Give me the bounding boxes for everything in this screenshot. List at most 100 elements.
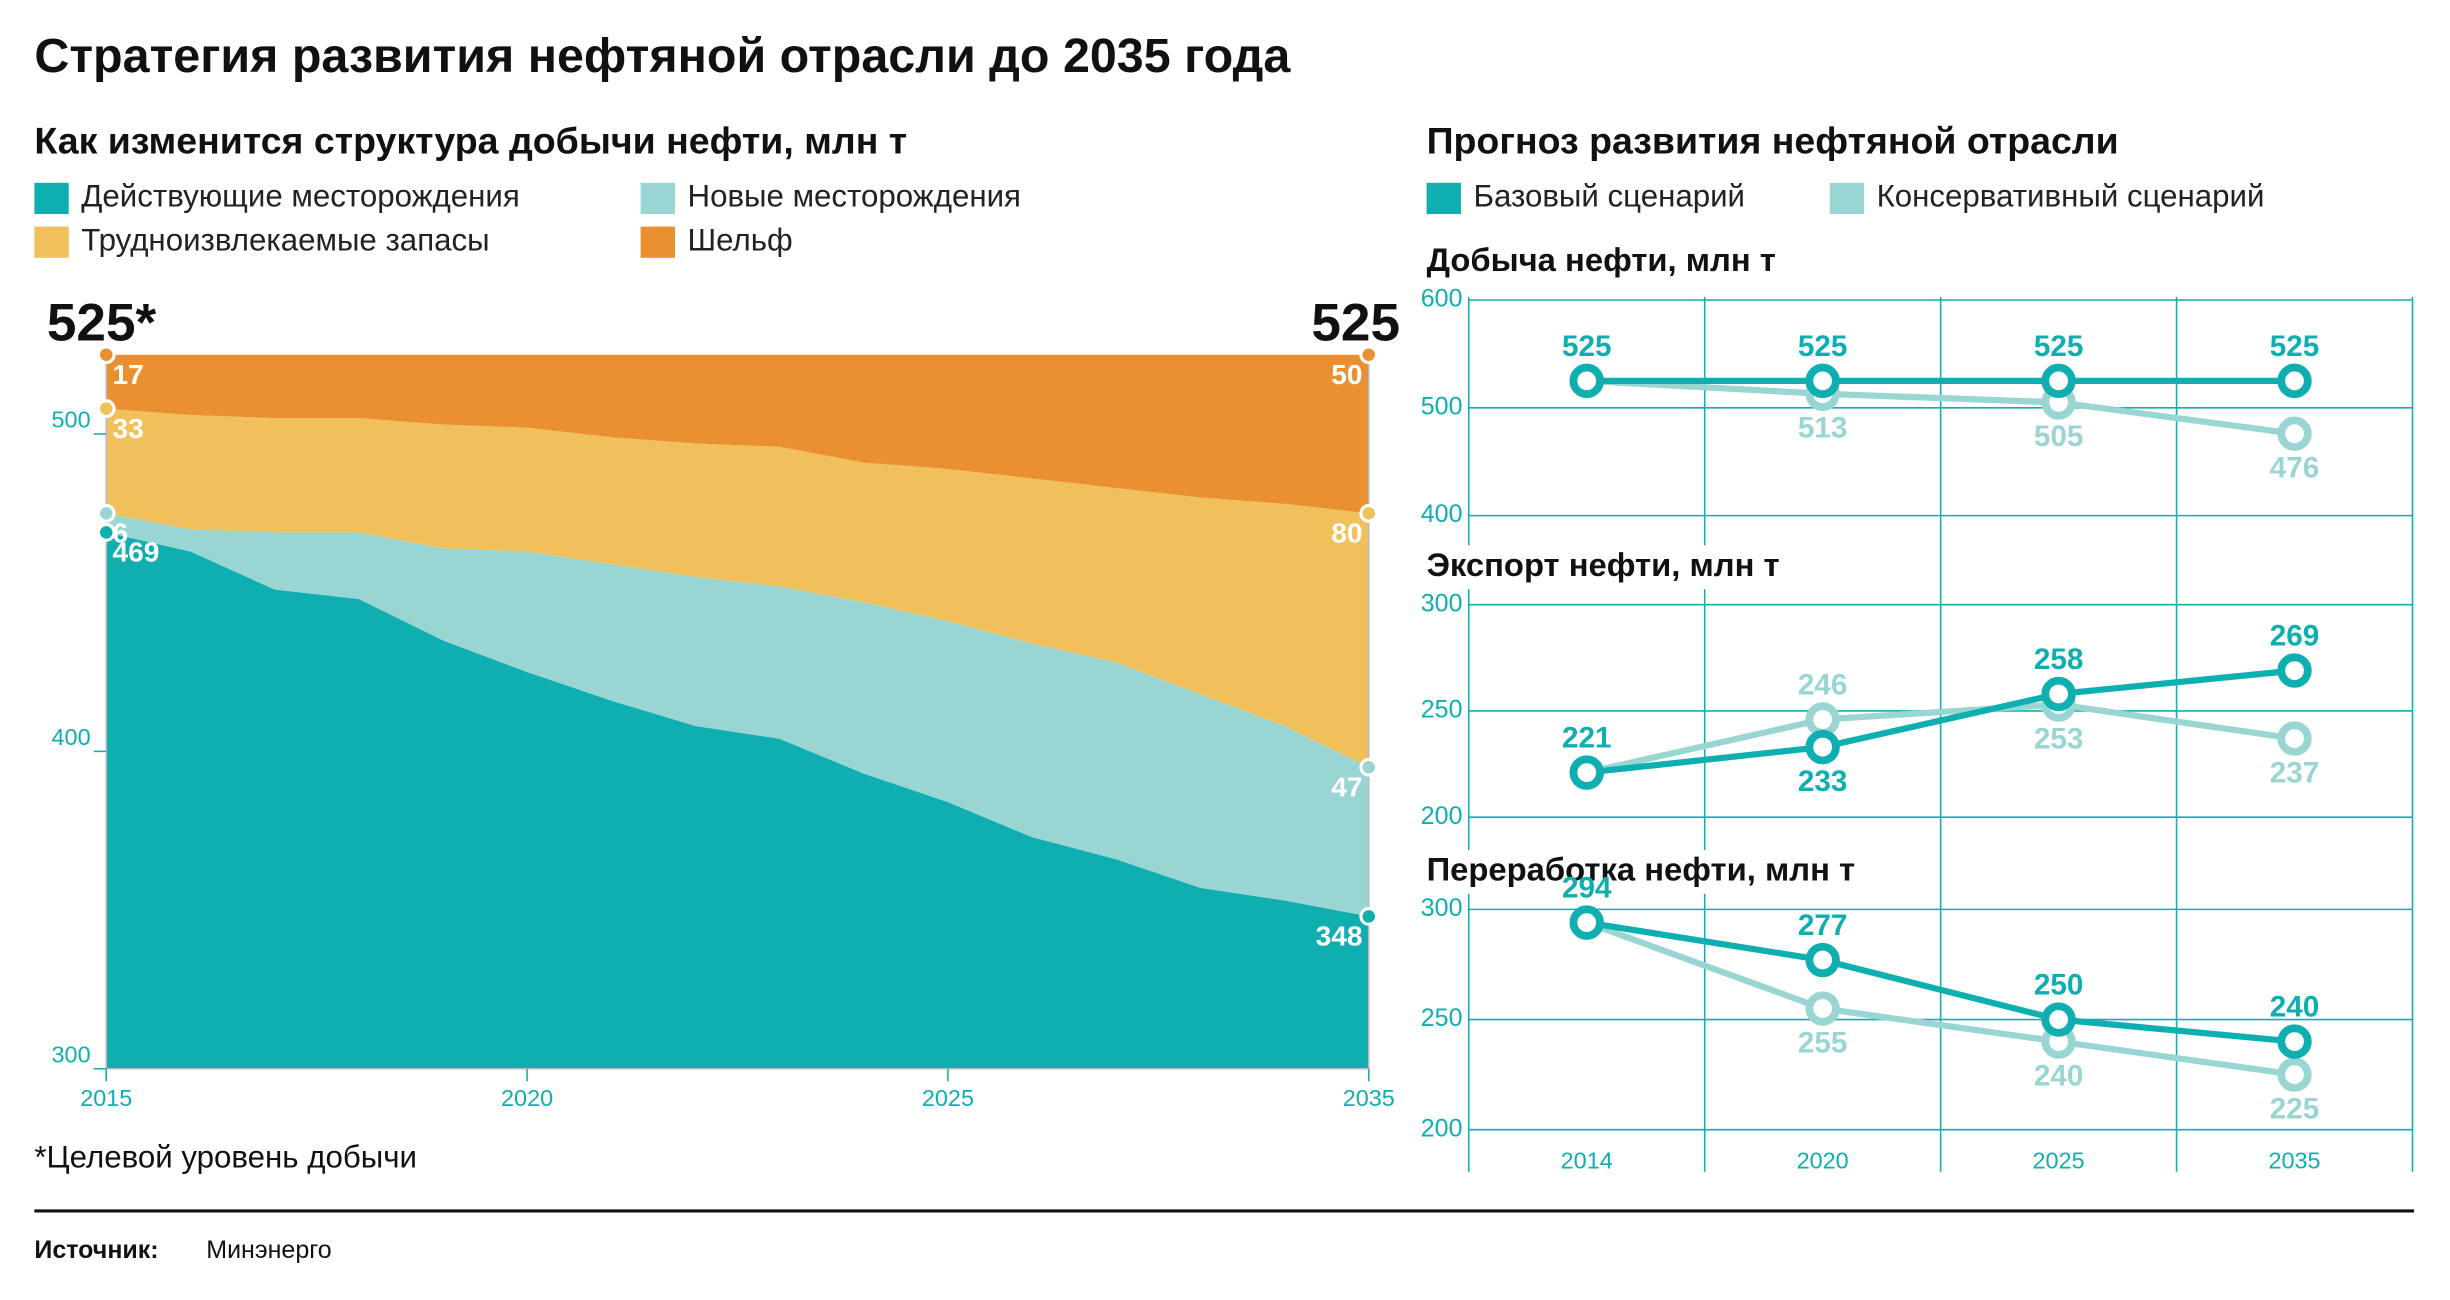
title: Стратегия развития нефтяной отрасли до 2…	[34, 29, 1291, 83]
end-dot	[1359, 757, 1379, 777]
data-label: 525	[1798, 330, 1848, 363]
data-label: 255	[1798, 1026, 1848, 1059]
y-tick-label: 300	[1421, 589, 1463, 617]
end-dot	[96, 399, 116, 419]
legend-label: Действующие месторождения	[81, 179, 520, 214]
legend-label: Шельф	[688, 222, 793, 257]
x-tick-label: 2020	[501, 1085, 553, 1111]
point	[1805, 991, 1840, 1026]
title-bg	[1414, 240, 1930, 285]
y-tick-label: 600	[1421, 285, 1463, 313]
end-dot	[1359, 907, 1379, 926]
point	[1569, 363, 1604, 399]
data-label: 47	[1331, 772, 1362, 803]
line	[1585, 919, 2295, 1078]
group-title: Прогноз развития нефтяной отрасли	[1427, 120, 2119, 162]
end-dot	[96, 523, 116, 542]
data-label: 237	[2270, 756, 2320, 789]
x-tick-label: 2035	[1343, 1085, 1395, 1111]
area-title: Как изменится структура добычи нефти, мл…	[34, 120, 907, 162]
annotation: 525*	[47, 294, 157, 353]
x-tick-label: 2020	[1797, 1148, 1849, 1174]
data-label: 240	[2034, 1059, 2084, 1092]
data-label: 246	[1798, 668, 1848, 701]
point	[2277, 721, 2312, 756]
x-tick-label: 2015	[80, 1085, 132, 1111]
x-tick-label: 2014	[1561, 1148, 1613, 1174]
end-dot	[96, 503, 116, 523]
title-bg	[1414, 850, 1930, 894]
data-label: 50	[1331, 359, 1362, 390]
line	[1586, 667, 2295, 776]
point	[2277, 1024, 2312, 1059]
point	[2041, 363, 2076, 399]
point	[2277, 363, 2312, 399]
area	[106, 354, 1369, 514]
y-tick-label: 300	[1421, 894, 1463, 922]
line	[1586, 377, 2295, 437]
legend-swatch	[640, 226, 675, 258]
point	[1805, 363, 1840, 399]
data-label: 258	[2034, 643, 2084, 676]
point	[2277, 416, 2312, 451]
data-label: 221	[1562, 722, 1612, 755]
legend-swatch	[640, 182, 675, 215]
legend-swatch	[34, 182, 69, 215]
data-label: 33	[113, 413, 144, 444]
y-tick-label: 200	[1421, 802, 1463, 830]
data-label: 513	[1798, 412, 1848, 445]
panel-title: Переработка нефти, млн т	[1427, 851, 1856, 888]
data-label: 348	[1316, 921, 1363, 952]
legend-label: Новые месторождения	[688, 179, 1021, 214]
point	[1569, 905, 1604, 940]
point	[1569, 755, 1604, 790]
y-tick-label: 250	[1421, 696, 1463, 724]
point	[1805, 942, 1840, 978]
point	[1805, 729, 1840, 765]
data-label: 250	[2034, 969, 2084, 1002]
y-tick-label: 500	[1421, 392, 1463, 420]
data-label: 6	[113, 518, 129, 549]
x-tick-label: 2025	[2033, 1148, 2085, 1174]
area	[106, 408, 1369, 768]
point	[2277, 1057, 2312, 1092]
annotation: 525	[1311, 294, 1400, 353]
x-tick-label: 2025	[922, 1085, 974, 1111]
x-tick-label: 2035	[2268, 1148, 2320, 1174]
end-dot	[1359, 503, 1379, 523]
data-label: 80	[1331, 518, 1362, 549]
data-label: 525	[2270, 330, 2320, 363]
title-bg	[1414, 545, 1930, 590]
data-label: 253	[2034, 722, 2084, 755]
legend-label: Трудноизвлекаемые запасы	[81, 222, 489, 257]
source-label: Источник:	[34, 1236, 158, 1264]
data-label: 17	[113, 359, 144, 390]
data-label: 294	[1562, 872, 1612, 905]
line	[1586, 919, 2295, 1045]
data-label: 525	[1562, 330, 1612, 363]
data-label: 233	[1798, 765, 1848, 798]
legend-label: Консервативный сценарий	[1877, 179, 2265, 214]
data-label: 225	[2270, 1092, 2320, 1125]
legend-swatch	[1426, 182, 1461, 215]
source: Минэнерго	[206, 1236, 331, 1264]
end-dot	[1359, 345, 1379, 365]
panel-title: Добыча нефти, млн т	[1427, 241, 1776, 278]
point	[1805, 702, 1840, 737]
point	[2277, 653, 2312, 688]
legend-swatch	[34, 226, 69, 258]
data-label: 269	[2270, 620, 2320, 653]
data-label: 525	[2034, 330, 2084, 363]
y-tick-label: 400	[52, 724, 91, 750]
note: *Целевой уровень добычи	[34, 1140, 417, 1175]
y-tick-label: 500	[52, 407, 91, 433]
area	[106, 513, 1369, 917]
y-tick-label: 250	[1421, 1004, 1463, 1032]
data-label: 277	[1798, 909, 1848, 942]
point	[2041, 676, 2076, 712]
data-label: 476	[2270, 451, 2320, 484]
data-label: 505	[2034, 420, 2084, 453]
panel-title: Экспорт нефти, млн т	[1427, 546, 1780, 583]
end-dot	[96, 345, 116, 365]
